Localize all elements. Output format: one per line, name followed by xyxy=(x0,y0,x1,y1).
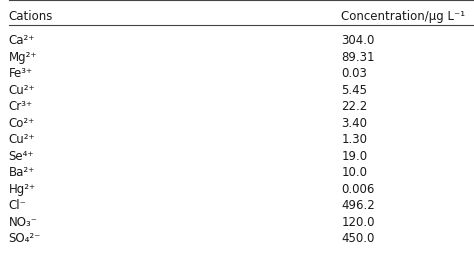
Text: 0.03: 0.03 xyxy=(341,67,367,80)
Text: 304.0: 304.0 xyxy=(341,34,374,47)
Text: 496.2: 496.2 xyxy=(341,199,375,212)
Text: 450.0: 450.0 xyxy=(341,232,374,245)
Text: NO₃⁻: NO₃⁻ xyxy=(9,216,37,229)
Text: Mg²⁺: Mg²⁺ xyxy=(9,51,37,64)
Text: 0.006: 0.006 xyxy=(341,183,374,196)
Text: 10.0: 10.0 xyxy=(341,166,367,179)
Text: Se⁴⁺: Se⁴⁺ xyxy=(9,150,34,163)
Text: Ba²⁺: Ba²⁺ xyxy=(9,166,35,179)
Text: Cl⁻: Cl⁻ xyxy=(9,199,27,212)
Text: Cu²⁺: Cu²⁺ xyxy=(9,84,35,97)
Text: 1.30: 1.30 xyxy=(341,133,367,146)
Text: Cu²⁺: Cu²⁺ xyxy=(9,133,35,146)
Text: Cr³⁺: Cr³⁺ xyxy=(9,100,33,113)
Text: 89.31: 89.31 xyxy=(341,51,375,64)
Text: 22.2: 22.2 xyxy=(341,100,367,113)
Text: Cations: Cations xyxy=(9,10,53,24)
Text: Ca²⁺: Ca²⁺ xyxy=(9,34,35,47)
Text: 120.0: 120.0 xyxy=(341,216,375,229)
Text: Co²⁺: Co²⁺ xyxy=(9,117,35,130)
Text: 3.40: 3.40 xyxy=(341,117,367,130)
Text: 5.45: 5.45 xyxy=(341,84,367,97)
Text: Fe³⁺: Fe³⁺ xyxy=(9,67,33,80)
Text: Hg²⁺: Hg²⁺ xyxy=(9,183,36,196)
Text: Concentration/μg L⁻¹: Concentration/μg L⁻¹ xyxy=(341,10,465,24)
Text: 19.0: 19.0 xyxy=(341,150,367,163)
Text: SO₄²⁻: SO₄²⁻ xyxy=(9,232,41,245)
